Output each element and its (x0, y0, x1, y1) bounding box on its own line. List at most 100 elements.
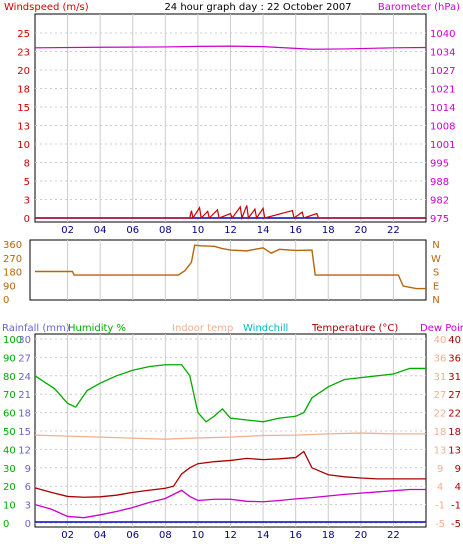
y-tick-temp-left: -5 (435, 519, 445, 530)
legend-indoor-temp: Indoor temp (172, 323, 233, 334)
y-tick-rainfall: 6 (25, 482, 31, 493)
x-tick: 04 (94, 530, 107, 541)
y-tick-windspeed: 0 (24, 214, 30, 225)
y-tick-humidity: 60 (3, 409, 16, 420)
y-tick-windspeed: 10 (17, 140, 30, 151)
y-tick-humidity: 20 (3, 482, 16, 493)
x-tick: 18 (322, 530, 335, 541)
y-tick-barometer: 975 (430, 214, 449, 225)
barometer-axis-title: Barometer (hPa) (378, 2, 460, 13)
wind-baro-series (34, 45, 427, 221)
wind-direction-series (35, 244, 426, 290)
legend-windchill: Windchill (243, 323, 288, 334)
y-tick-direction: 270 (3, 254, 22, 265)
x-tick: 16 (289, 225, 302, 236)
legend-rainfall: Rainfall (mm) (2, 323, 70, 334)
y-tick-temp-right: -1 (451, 501, 461, 512)
wind-baro-grid (35, 14, 426, 222)
y-tick-rainfall: 15 (18, 427, 31, 438)
x-tick: 14 (257, 530, 270, 541)
y-tick-barometer: 1027 (430, 66, 455, 77)
y-tick-rainfall: 21 (18, 390, 31, 401)
y-tick-barometer: 1040 (430, 29, 455, 40)
y-tick-windspeed: 13 (17, 122, 30, 133)
y-tick-rainfall: 27 (18, 353, 31, 364)
y-tick-temp-right: -5 (451, 519, 461, 530)
y-tick-rainfall: 3 (25, 501, 31, 512)
y-tick-direction: 180 (3, 268, 22, 279)
graph-title: 24 hour graph day : 22 October 2007 (164, 2, 351, 13)
y-tick-rainfall: 30 (18, 335, 31, 346)
y-tick-temp-left: 18 (434, 427, 447, 438)
x-tick: 04 (94, 225, 107, 236)
y-tick-temp-right: 4 (455, 482, 461, 493)
y-tick-rainfall: 0 (25, 519, 31, 530)
y-tick-temp-right: 9 (455, 464, 461, 475)
windspeed-line (35, 205, 426, 221)
x-tick: 02 (61, 225, 74, 236)
y-tick-windspeed: 23 (17, 48, 30, 59)
y-tick-compass: S (433, 268, 439, 279)
temperature-series (34, 364, 426, 523)
y-tick-humidity: 100 (3, 335, 22, 346)
barometer-line (34, 45, 427, 50)
x-tick: 02 (61, 530, 74, 541)
y-tick-compass: W (431, 254, 441, 265)
x-tick: 12 (224, 530, 237, 541)
windspeed-axis-title: Windspeed (m/s) (4, 2, 89, 13)
y-tick-temp-left: 13 (434, 445, 447, 456)
y-tick-windspeed: 25 (17, 29, 30, 40)
temperature-grid (35, 334, 426, 527)
y-tick-rainfall: 24 (18, 372, 31, 383)
x-tick: 06 (126, 530, 139, 541)
y-tick-direction: 90 (3, 281, 16, 292)
y-tick-windspeed: 8 (24, 159, 30, 170)
dew-point-line (34, 488, 426, 519)
temperature-line (34, 450, 426, 498)
y-tick-windspeed: 18 (17, 85, 30, 96)
y-tick-windspeed: 20 (17, 66, 30, 77)
y-tick-temp-left: 9 (437, 464, 443, 475)
x-tick: 10 (192, 225, 205, 236)
y-tick-temp-left: 36 (434, 353, 447, 364)
y-tick-temp-right: 36 (448, 353, 461, 364)
y-tick-humidity: 50 (3, 427, 16, 438)
y-tick-humidity: 90 (3, 353, 16, 364)
legend-temperature: Temperature (°C) (311, 323, 398, 334)
y-tick-windspeed: 15 (17, 103, 30, 114)
wind-direction-line (35, 244, 426, 290)
y-tick-barometer: 1014 (430, 103, 455, 114)
wind-direction-grid (67, 240, 394, 300)
legend-humidity: Humidity % (68, 323, 126, 334)
y-tick-barometer: 1008 (430, 122, 455, 133)
y-tick-temp-left: 22 (434, 409, 447, 420)
x-tick: 20 (354, 530, 367, 541)
x-tick: 16 (289, 530, 302, 541)
y-tick-temp-left: 31 (434, 372, 447, 383)
y-tick-compass: N (432, 240, 439, 251)
y-tick-temp-right: 22 (448, 409, 461, 420)
y-tick-humidity: 30 (3, 464, 16, 475)
y-tick-temp-left: -1 (435, 501, 445, 512)
y-tick-temp-left: 4 (437, 482, 443, 493)
x-tick: 20 (354, 225, 367, 236)
y-tick-barometer: 988 (430, 177, 449, 188)
x-tick: 10 (192, 530, 205, 541)
indoor-temp-line (34, 432, 426, 440)
y-tick-compass: E (433, 281, 439, 292)
y-tick-barometer: 995 (430, 159, 449, 170)
y-tick-rainfall: 12 (18, 445, 31, 456)
y-tick-windspeed: 5 (24, 177, 30, 188)
y-tick-rainfall: 18 (18, 409, 31, 420)
y-tick-direction: 0 (3, 295, 9, 306)
humidity-line (34, 364, 426, 423)
y-tick-humidity: 0 (3, 519, 9, 530)
y-tick-rainfall: 9 (25, 464, 31, 475)
x-tick: 12 (224, 225, 237, 236)
y-tick-temp-right: 40 (448, 335, 461, 346)
x-tick: 14 (257, 225, 270, 236)
x-tick: 18 (322, 225, 335, 236)
y-tick-temp-right: 13 (448, 445, 461, 456)
